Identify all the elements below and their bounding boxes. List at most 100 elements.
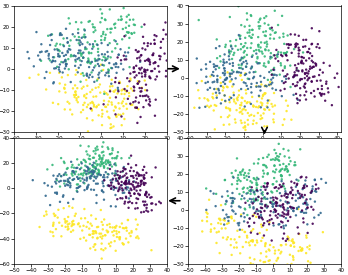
Point <box>44 70 49 74</box>
Point <box>240 67 245 71</box>
Point <box>221 66 227 71</box>
Point <box>121 117 127 121</box>
Point <box>74 189 80 194</box>
Point <box>54 65 60 69</box>
Point <box>91 229 97 233</box>
Point <box>133 217 139 222</box>
Point <box>230 199 236 203</box>
Point <box>91 161 96 165</box>
Point <box>89 168 95 172</box>
Point <box>124 226 129 230</box>
Point <box>238 73 243 78</box>
Point <box>258 40 264 45</box>
Point <box>266 23 271 27</box>
Point <box>88 61 93 65</box>
Point <box>124 57 129 62</box>
Point <box>56 48 62 52</box>
Point <box>313 182 319 187</box>
Point <box>284 53 289 58</box>
Point <box>139 74 145 79</box>
Point <box>237 103 243 107</box>
Point <box>77 167 83 171</box>
Point <box>213 90 219 95</box>
Point <box>291 47 297 51</box>
Point <box>144 191 149 195</box>
Point <box>119 17 125 21</box>
Point <box>284 208 290 213</box>
Point <box>109 78 114 82</box>
Point <box>139 86 144 90</box>
Point <box>266 61 271 65</box>
Point <box>231 209 236 214</box>
Point <box>319 92 325 96</box>
Point <box>93 152 98 156</box>
Point <box>277 35 282 40</box>
Point <box>270 199 275 204</box>
Point <box>135 50 140 54</box>
Point <box>264 124 270 128</box>
Point <box>124 107 130 111</box>
Point <box>300 248 305 252</box>
Point <box>310 222 316 226</box>
Point <box>293 42 298 47</box>
Point <box>139 53 144 57</box>
Point <box>237 106 243 110</box>
Point <box>277 222 282 226</box>
Point <box>256 104 262 108</box>
Point <box>269 26 275 30</box>
Point <box>312 178 318 182</box>
Point <box>256 20 261 24</box>
Point <box>271 245 276 249</box>
Point <box>296 46 301 50</box>
Point <box>222 45 228 49</box>
Point <box>66 221 72 226</box>
Point <box>136 107 141 111</box>
Point <box>265 171 271 175</box>
Point <box>68 181 73 185</box>
Point <box>87 60 92 64</box>
Point <box>270 182 276 186</box>
Point <box>247 168 252 172</box>
Point <box>271 210 276 214</box>
Point <box>248 35 254 40</box>
Point <box>254 207 260 211</box>
Point <box>84 47 89 51</box>
Point <box>295 80 300 84</box>
Point <box>287 63 293 68</box>
Point <box>211 96 216 101</box>
Point <box>259 191 264 196</box>
Point <box>136 71 142 75</box>
Point <box>118 62 124 66</box>
Point <box>214 64 220 68</box>
Point <box>293 44 299 48</box>
Point <box>302 72 308 76</box>
Point <box>273 208 279 213</box>
Point <box>123 33 128 38</box>
Point <box>107 152 113 156</box>
Point <box>102 52 108 57</box>
Point <box>248 46 253 50</box>
Point <box>57 42 63 46</box>
Point <box>105 145 111 150</box>
Point <box>219 98 225 102</box>
Point <box>319 94 324 98</box>
Point <box>310 75 316 79</box>
Point <box>295 62 301 66</box>
Point <box>139 86 145 90</box>
Point <box>287 190 293 195</box>
Point <box>302 201 308 205</box>
Point <box>316 186 321 191</box>
Point <box>122 180 128 185</box>
Point <box>137 67 143 72</box>
Point <box>296 205 301 209</box>
Point <box>101 190 106 194</box>
Point <box>312 199 318 204</box>
Point <box>148 76 153 80</box>
Point <box>216 216 222 221</box>
Point <box>231 53 236 57</box>
Point <box>286 238 292 243</box>
Point <box>135 191 141 196</box>
Point <box>292 163 297 167</box>
Point <box>267 80 273 84</box>
Point <box>252 190 257 194</box>
